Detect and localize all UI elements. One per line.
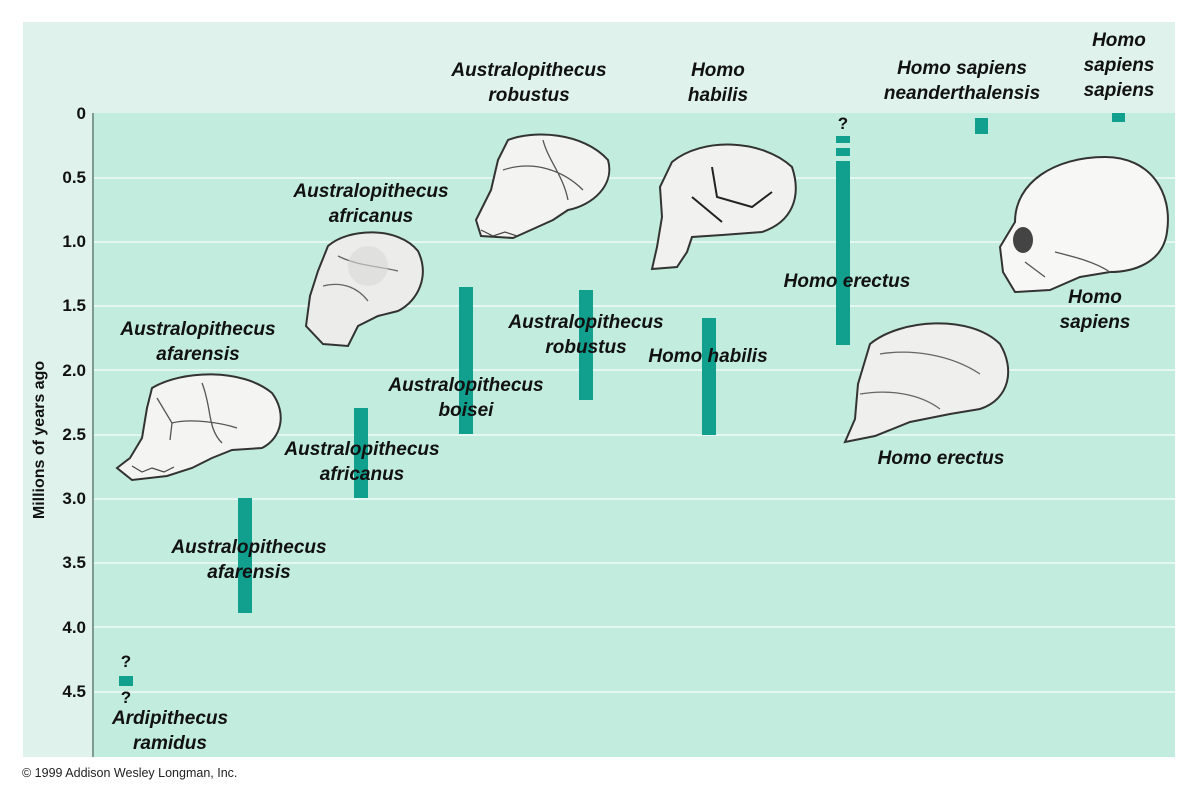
y-tick-label: 4.0 <box>62 618 86 637</box>
y-tick-label: 0 <box>76 104 86 123</box>
uncertainty-mark: ? <box>120 652 132 671</box>
y-tick-label: 2.5 <box>62 425 86 444</box>
skull-afarensis-illustration <box>115 373 282 482</box>
skull-robustus-illustration <box>474 133 611 240</box>
bar-australopithecus-africanus <box>354 408 368 498</box>
bar-label-habilis: Homo habilis <box>648 346 768 367</box>
bar-australopithecus-boisei <box>459 287 473 434</box>
skull-habilis-illustration <box>650 143 797 271</box>
y-tick-label: 4.5 <box>62 682 86 701</box>
bar-australopithecus-robustus <box>579 290 593 400</box>
gridline <box>94 691 1175 693</box>
skull-sapiens-illustration <box>998 155 1169 294</box>
gridline <box>94 626 1175 628</box>
y-tick-label: 1.5 <box>62 296 86 315</box>
bar-homo-erectus-dash <box>836 136 850 143</box>
bar-label-boisei: Australopithecus boisei <box>388 375 544 421</box>
header-label-habilis: Homo habilis <box>687 60 749 106</box>
bar-label-erectus: Homo erectus <box>783 271 911 292</box>
bar-homo-habilis <box>702 318 716 435</box>
header-label-neanderthalensis: Homo sapiens neanderthalensis <box>883 58 1041 104</box>
bar-homo-erectus <box>836 161 850 345</box>
gridline <box>94 177 1175 179</box>
skull-africanus-illustration <box>304 231 424 348</box>
bar-australopithecus-afarensis <box>238 498 252 613</box>
uncertainty-mark: ? <box>120 688 132 707</box>
bar-ardipithecus-ramidus <box>119 676 133 686</box>
y-tick-label: 3.0 <box>62 489 86 508</box>
gridline <box>94 305 1175 307</box>
bar-label-ardipithecus: Ardipithecus ramidus <box>111 708 229 754</box>
y-tick-label: 0.5 <box>62 168 86 187</box>
bar-label-africanus: Australopithecus africanus <box>284 439 440 485</box>
uncertainty-mark: ? <box>837 114 849 133</box>
bar-label-afarensis: Australopithecus afarensis <box>171 537 327 583</box>
header-label-robustus: Australopithecus robustus <box>451 60 607 106</box>
bar-homo-erectus-dash <box>836 148 850 156</box>
y-tick-label: 1.0 <box>62 232 86 251</box>
y-axis-line <box>92 113 94 757</box>
y-tick-label: 2.0 <box>62 361 86 380</box>
y-axis-label: Millions of years ago <box>31 360 48 520</box>
bar-homo-sapiens-neanderthalensis <box>975 118 988 134</box>
bar-homo-sapiens-sapiens <box>1112 113 1125 122</box>
header-label-sapiens-sapiens: Homo sapiens sapiens <box>1083 30 1155 101</box>
skull-label-afarensis: Australopithecus afarensis <box>120 319 276 365</box>
skull-label-africanus: Australopithecus africanus <box>293 181 449 227</box>
skull-label-erectus: Homo erectus <box>877 448 1005 469</box>
copyright-credit: © 1999 Addison Wesley Longman, Inc. <box>22 766 238 780</box>
gridline <box>94 241 1175 243</box>
y-tick-label: 3.5 <box>62 553 86 572</box>
bar-label-robustus: Australopithecus robustus <box>508 312 664 358</box>
skull-label-sapiens: Homo sapiens <box>1059 287 1131 333</box>
gridline <box>94 498 1175 500</box>
skull-erectus-illustration <box>843 322 1010 444</box>
gridline <box>94 369 1175 371</box>
gridline <box>94 434 1175 436</box>
gridline <box>94 562 1175 564</box>
